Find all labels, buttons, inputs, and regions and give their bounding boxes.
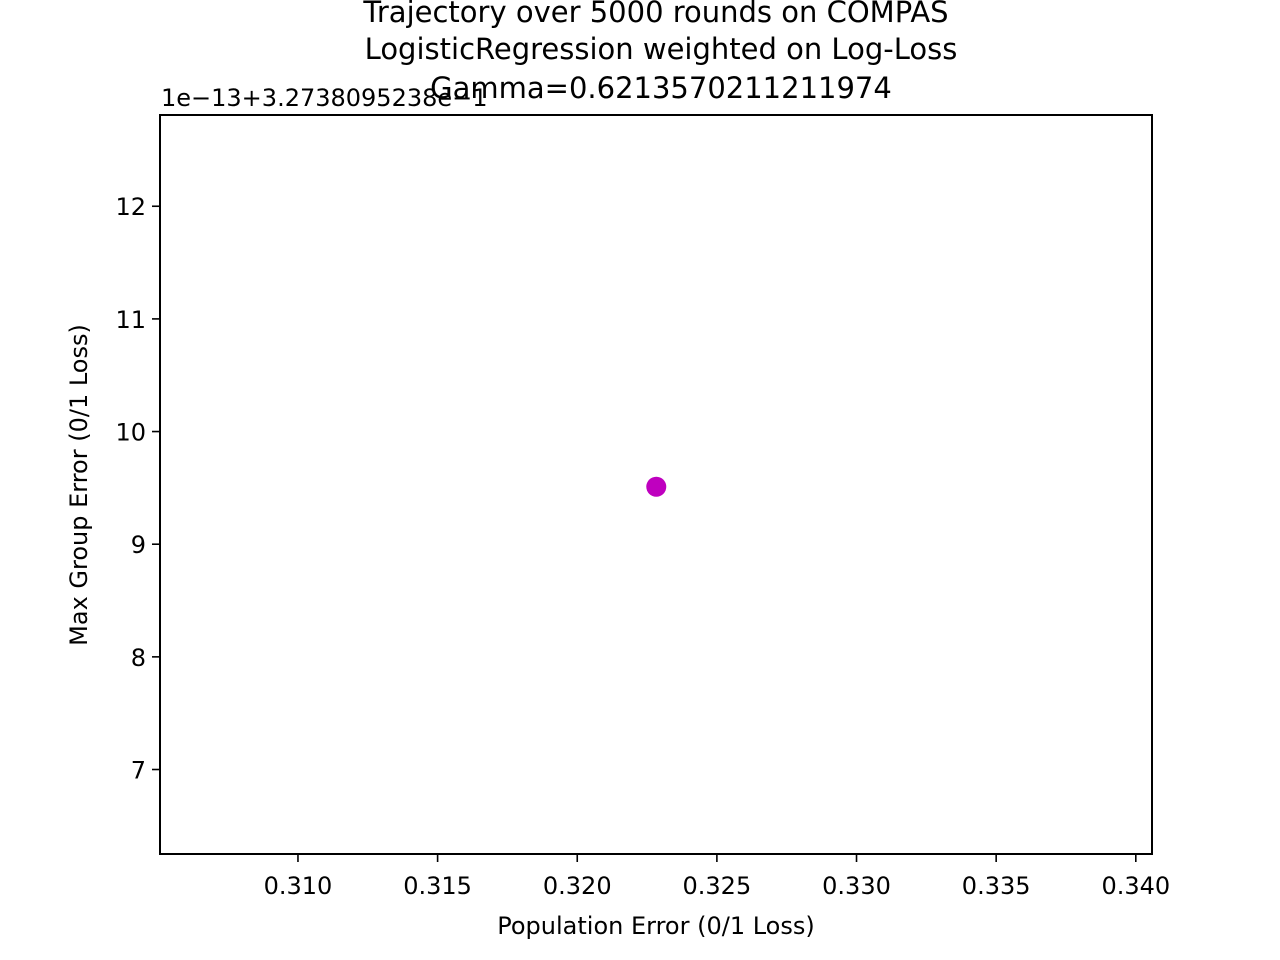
x-tick-label: 0.325 [683,872,752,900]
y-axis-ticks: 7 8 9 10 11 12 [115,193,160,785]
y-tick-label: 7 [131,757,146,785]
x-axis-label: Population Error (0/1 Loss) [497,912,814,940]
x-axis-ticks: 0.310 0.315 0.320 0.325 0.330 0.335 0.340 [264,854,1170,900]
y-axis-offset-text: 1e−13+3.2738095238e−1 [161,84,488,112]
y-tick-label: 12 [115,193,146,221]
x-tick-label: 0.315 [403,872,472,900]
y-tick-label: 9 [131,531,146,559]
chart-title-line-3: Gamma=0.6213570211211974 [430,71,892,105]
scatter-point [646,476,667,497]
y-tick-label: 8 [131,644,146,672]
x-tick-label: 0.330 [822,872,891,900]
y-axis-label: Max Group Error (0/1 Loss) [65,324,93,646]
x-tick-label: 0.340 [1101,872,1170,900]
x-tick-label: 0.335 [962,872,1031,900]
x-tick-label: 0.320 [543,872,612,900]
plot-area-frame [159,114,1153,855]
chart-title-line-2: LogisticRegression weighted on Log-Loss [365,32,958,66]
y-tick-label: 10 [115,419,146,447]
chart-title-line-1: Trajectory over 5000 rounds on COMPAS [362,0,948,29]
y-tick-label: 11 [115,306,146,334]
x-tick-label: 0.310 [264,872,333,900]
data-points [646,476,667,497]
